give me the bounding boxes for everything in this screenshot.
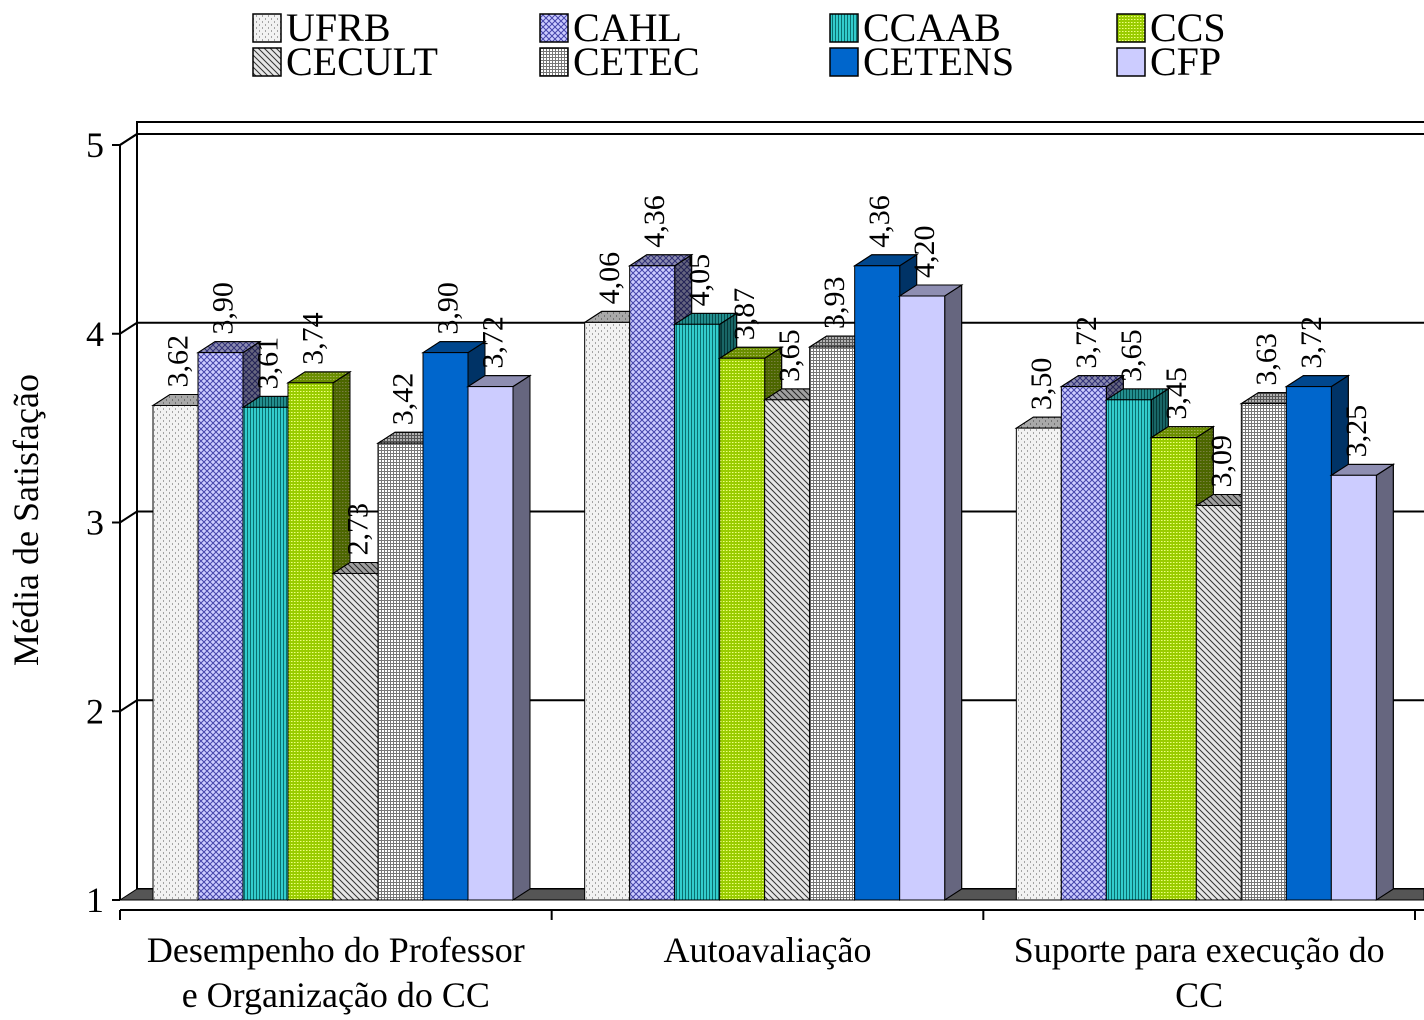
bar [1195, 505, 1242, 901]
data-label: 3,72 [477, 316, 510, 369]
y-tick-label: 2 [86, 691, 104, 731]
bar-group [466, 374, 532, 901]
bar [1060, 386, 1107, 901]
bar [764, 399, 811, 901]
data-label: 3,25 [1340, 405, 1373, 458]
legend-swatch [252, 13, 282, 43]
legend-label: CFP [1150, 39, 1221, 84]
data-label: 3,62 [162, 335, 195, 388]
bar-side-shade [1375, 463, 1394, 901]
data-label: 3,87 [728, 288, 761, 341]
legend-label: CECULT [286, 39, 438, 84]
data-label: 3,93 [818, 276, 851, 329]
legend-label: CAHL [573, 5, 682, 50]
grid-line-side [119, 699, 138, 713]
legend-swatch [1116, 47, 1146, 77]
bar [584, 321, 631, 901]
bar [1105, 399, 1152, 901]
bar [242, 406, 289, 901]
grid-line-side [119, 133, 138, 146]
legend-swatch [829, 13, 859, 43]
legend-label: CETEC [573, 39, 700, 84]
bar [152, 404, 199, 901]
bar [422, 352, 469, 901]
bar [332, 572, 379, 901]
data-label: 3,45 [1160, 367, 1193, 420]
bar [674, 323, 721, 901]
data-label: 3,90 [432, 282, 465, 335]
data-label: 3,90 [207, 282, 240, 335]
data-label: 3,72 [1070, 316, 1103, 369]
data-label: 3,72 [1295, 316, 1328, 369]
bar [197, 352, 244, 901]
y-tick-label: 1 [86, 880, 104, 920]
y-tick-label: 4 [86, 314, 104, 354]
data-label: 3,61 [252, 337, 285, 390]
legend-swatch [539, 13, 569, 43]
data-label: 4,36 [863, 195, 896, 248]
bar-side-shade [944, 284, 963, 901]
y-tick-label: 3 [86, 503, 104, 543]
data-label: 2,73 [342, 503, 375, 556]
data-label: 3,63 [1250, 333, 1283, 386]
legend-swatch [252, 47, 282, 77]
x-tick-label: Autoavaliação [664, 930, 872, 970]
legend-swatch [829, 47, 859, 77]
bar [377, 442, 424, 901]
bar [1240, 403, 1287, 901]
bar [629, 265, 676, 901]
data-label: 3,09 [1205, 435, 1238, 488]
data-label: 3,74 [297, 312, 330, 365]
x-tick-label: Suporte para execução do [1014, 930, 1385, 970]
bar [719, 357, 766, 901]
bar [467, 386, 514, 901]
x-tick-label: Desempenho do Professor [147, 930, 525, 970]
data-label: 4,36 [638, 195, 671, 248]
bar-group [1329, 463, 1396, 901]
bar [809, 346, 856, 901]
legend-label: CETENS [863, 39, 1014, 84]
data-label: 3,65 [1115, 329, 1148, 382]
y-axis-label: Média de Satisfação [6, 374, 46, 666]
legend-swatch [1116, 13, 1146, 43]
bar [1285, 386, 1332, 901]
legend-label: UFRB [286, 5, 391, 50]
x-tick-label: e Organização do CC [182, 975, 490, 1015]
data-label: 4,05 [683, 254, 716, 307]
y-tick-label: 5 [86, 125, 104, 165]
bar [854, 265, 901, 901]
x-tick-label: CC [1175, 975, 1223, 1015]
legend-label: CCAAB [863, 5, 1001, 50]
legend-swatch [539, 47, 569, 77]
data-label: 4,20 [908, 226, 941, 279]
data-label: 3,50 [1025, 358, 1058, 411]
bar [287, 382, 334, 901]
bar [1015, 427, 1062, 901]
data-label: 3,42 [387, 373, 420, 426]
data-label: 3,65 [773, 329, 806, 382]
grid-line-side [119, 510, 138, 524]
legend-label: CCS [1150, 5, 1226, 50]
data-label: 4,06 [593, 252, 626, 305]
bar [1330, 474, 1377, 901]
bar-group [897, 284, 964, 901]
bar [899, 295, 946, 901]
bar-side-shade [512, 374, 531, 901]
grid-line-side [119, 321, 138, 335]
bar [1150, 437, 1197, 901]
